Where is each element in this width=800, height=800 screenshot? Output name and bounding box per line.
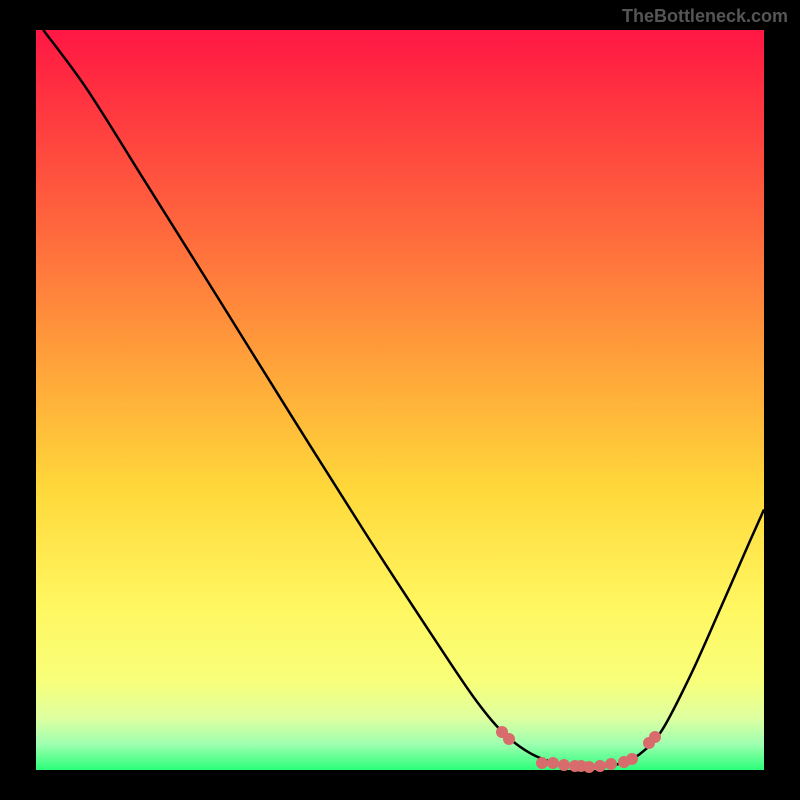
curve-marker — [503, 733, 515, 745]
curve-marker — [626, 753, 638, 765]
curve-marker — [558, 759, 570, 771]
bottleneck-curve — [36, 30, 764, 770]
chart-plot-area — [36, 30, 764, 770]
watermark-text: TheBottleneck.com — [622, 6, 788, 27]
curve-marker — [649, 731, 661, 743]
